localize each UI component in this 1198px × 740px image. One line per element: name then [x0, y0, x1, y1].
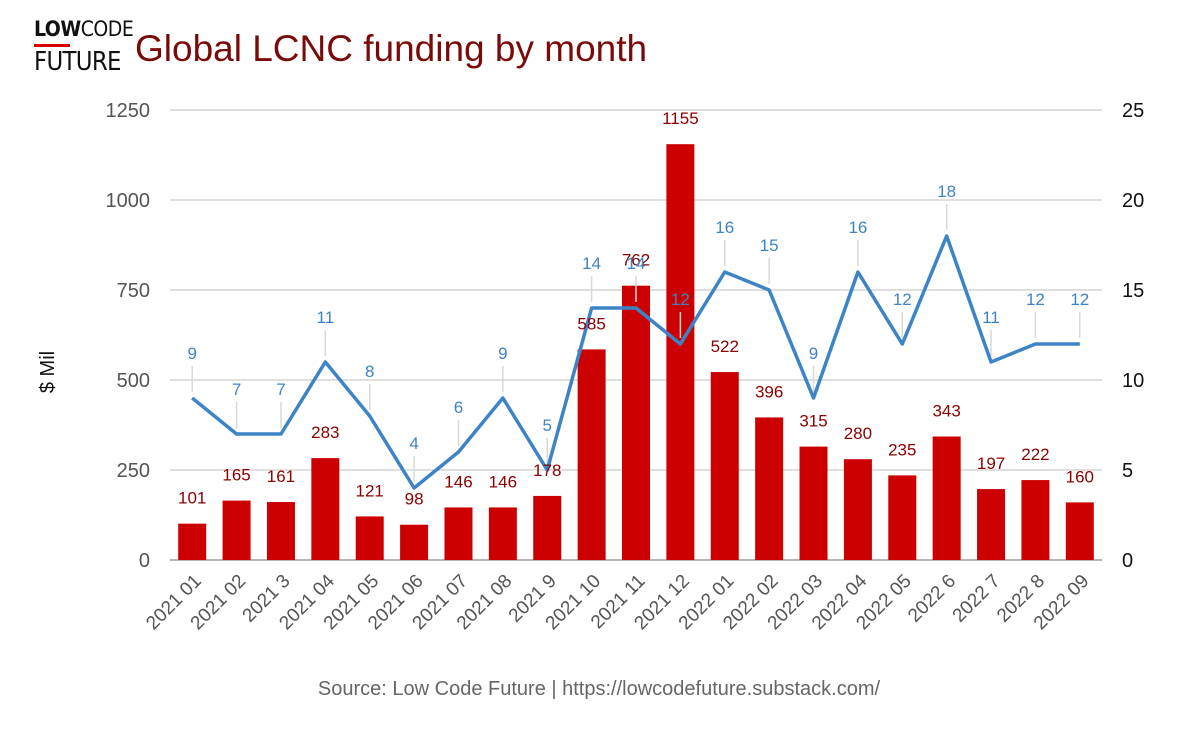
- bar: [710, 372, 739, 560]
- line-label: 14: [627, 254, 646, 273]
- bar: [488, 507, 517, 560]
- y-tick-label: 750: [117, 280, 150, 302]
- bar-label: 121: [356, 481, 384, 500]
- bar-label: 396: [755, 382, 783, 401]
- bar: [222, 500, 251, 560]
- bar-label: 178: [533, 461, 561, 480]
- line-label: 7: [276, 380, 285, 399]
- line-label: 16: [848, 218, 867, 237]
- bar-label: 762: [622, 251, 650, 270]
- line-label: 15: [760, 236, 779, 255]
- line-label: 12: [1026, 290, 1045, 309]
- bar-label: 315: [799, 412, 827, 431]
- bar: [444, 507, 473, 560]
- y-axis-label: $ Mil: [37, 351, 59, 393]
- y-tick-label: 0: [139, 550, 150, 572]
- bar: [311, 458, 340, 560]
- line-label: 4: [409, 434, 418, 453]
- bar: [577, 349, 606, 560]
- bar-label: 522: [711, 337, 739, 356]
- bar: [1065, 502, 1094, 560]
- line-label: 7: [232, 380, 241, 399]
- line-label: 16: [715, 218, 734, 237]
- bar-label: 1155: [662, 109, 699, 128]
- y2-tick-label: 20: [1122, 190, 1144, 212]
- logo: LOWCODE FUTURE: [34, 18, 134, 77]
- bar-label: 165: [222, 466, 250, 485]
- x-tick-label: 2022 6: [904, 571, 960, 627]
- line-label: 9: [809, 344, 818, 363]
- y2-tick-label: 0: [1122, 550, 1133, 572]
- logo-low: LOW: [34, 17, 81, 41]
- line-label: 8: [365, 362, 374, 381]
- x-tick-label: 2022 7: [949, 571, 1005, 627]
- bar: [755, 417, 784, 560]
- bar: [178, 523, 207, 560]
- chart-title: Global LCNC funding by month: [135, 28, 648, 69]
- bar: [622, 285, 650, 560]
- bar-label: 160: [1066, 467, 1094, 486]
- bar-label: 98: [405, 490, 424, 509]
- y2-tick-label: 5: [1122, 460, 1133, 482]
- logo-code: CODE: [80, 17, 134, 41]
- logo-line-2: FUTURE: [34, 47, 121, 77]
- bar-label: 283: [311, 423, 339, 442]
- bar: [533, 495, 562, 560]
- bar: [977, 489, 1006, 560]
- y-tick-label: 250: [117, 460, 150, 482]
- line-label: 12: [671, 290, 690, 309]
- bar-label: 197: [977, 454, 1005, 473]
- y2-tick-label: 25: [1122, 100, 1144, 122]
- bar-label: 222: [1021, 445, 1049, 464]
- bar-label: 161: [267, 467, 295, 486]
- bar: [400, 524, 429, 560]
- line-label: 11: [982, 308, 1000, 327]
- y-tick-label: 1000: [106, 190, 151, 212]
- deals-line: [191, 234, 1080, 490]
- bar-label: 146: [489, 472, 517, 491]
- y-tick-label: 500: [117, 370, 150, 392]
- bar: [799, 446, 828, 560]
- bar: [888, 475, 917, 560]
- logo-line-1: LOWCODE: [34, 17, 134, 41]
- line-label: 9: [187, 344, 196, 363]
- bar: [355, 516, 384, 560]
- bar: [1021, 480, 1050, 560]
- bar-label: 585: [577, 314, 605, 333]
- y2-tick-label: 15: [1122, 280, 1144, 302]
- logo-underline: [34, 44, 70, 47]
- line-label: 14: [582, 254, 601, 273]
- bar-label: 146: [444, 472, 472, 491]
- line-label: 11: [317, 308, 335, 327]
- line-label: 12: [1070, 290, 1089, 309]
- bar-label: 343: [932, 402, 960, 421]
- line-label: 12: [893, 290, 912, 309]
- line-label: 6: [454, 398, 463, 417]
- line-label: 18: [937, 182, 956, 201]
- y-tick-label: 1250: [106, 100, 151, 122]
- bar: [666, 144, 695, 560]
- line-label: 5: [543, 416, 552, 435]
- source-note: Source: Low Code Future | https://lowcod…: [317, 678, 881, 700]
- bar: [843, 459, 872, 560]
- bar: [266, 502, 295, 560]
- bar-label: 101: [178, 489, 206, 508]
- bar: [932, 436, 961, 560]
- bar-label: 235: [888, 440, 916, 459]
- line-label: 9: [498, 344, 507, 363]
- bar-label: 280: [844, 424, 872, 443]
- y2-tick-label: 10: [1122, 370, 1144, 392]
